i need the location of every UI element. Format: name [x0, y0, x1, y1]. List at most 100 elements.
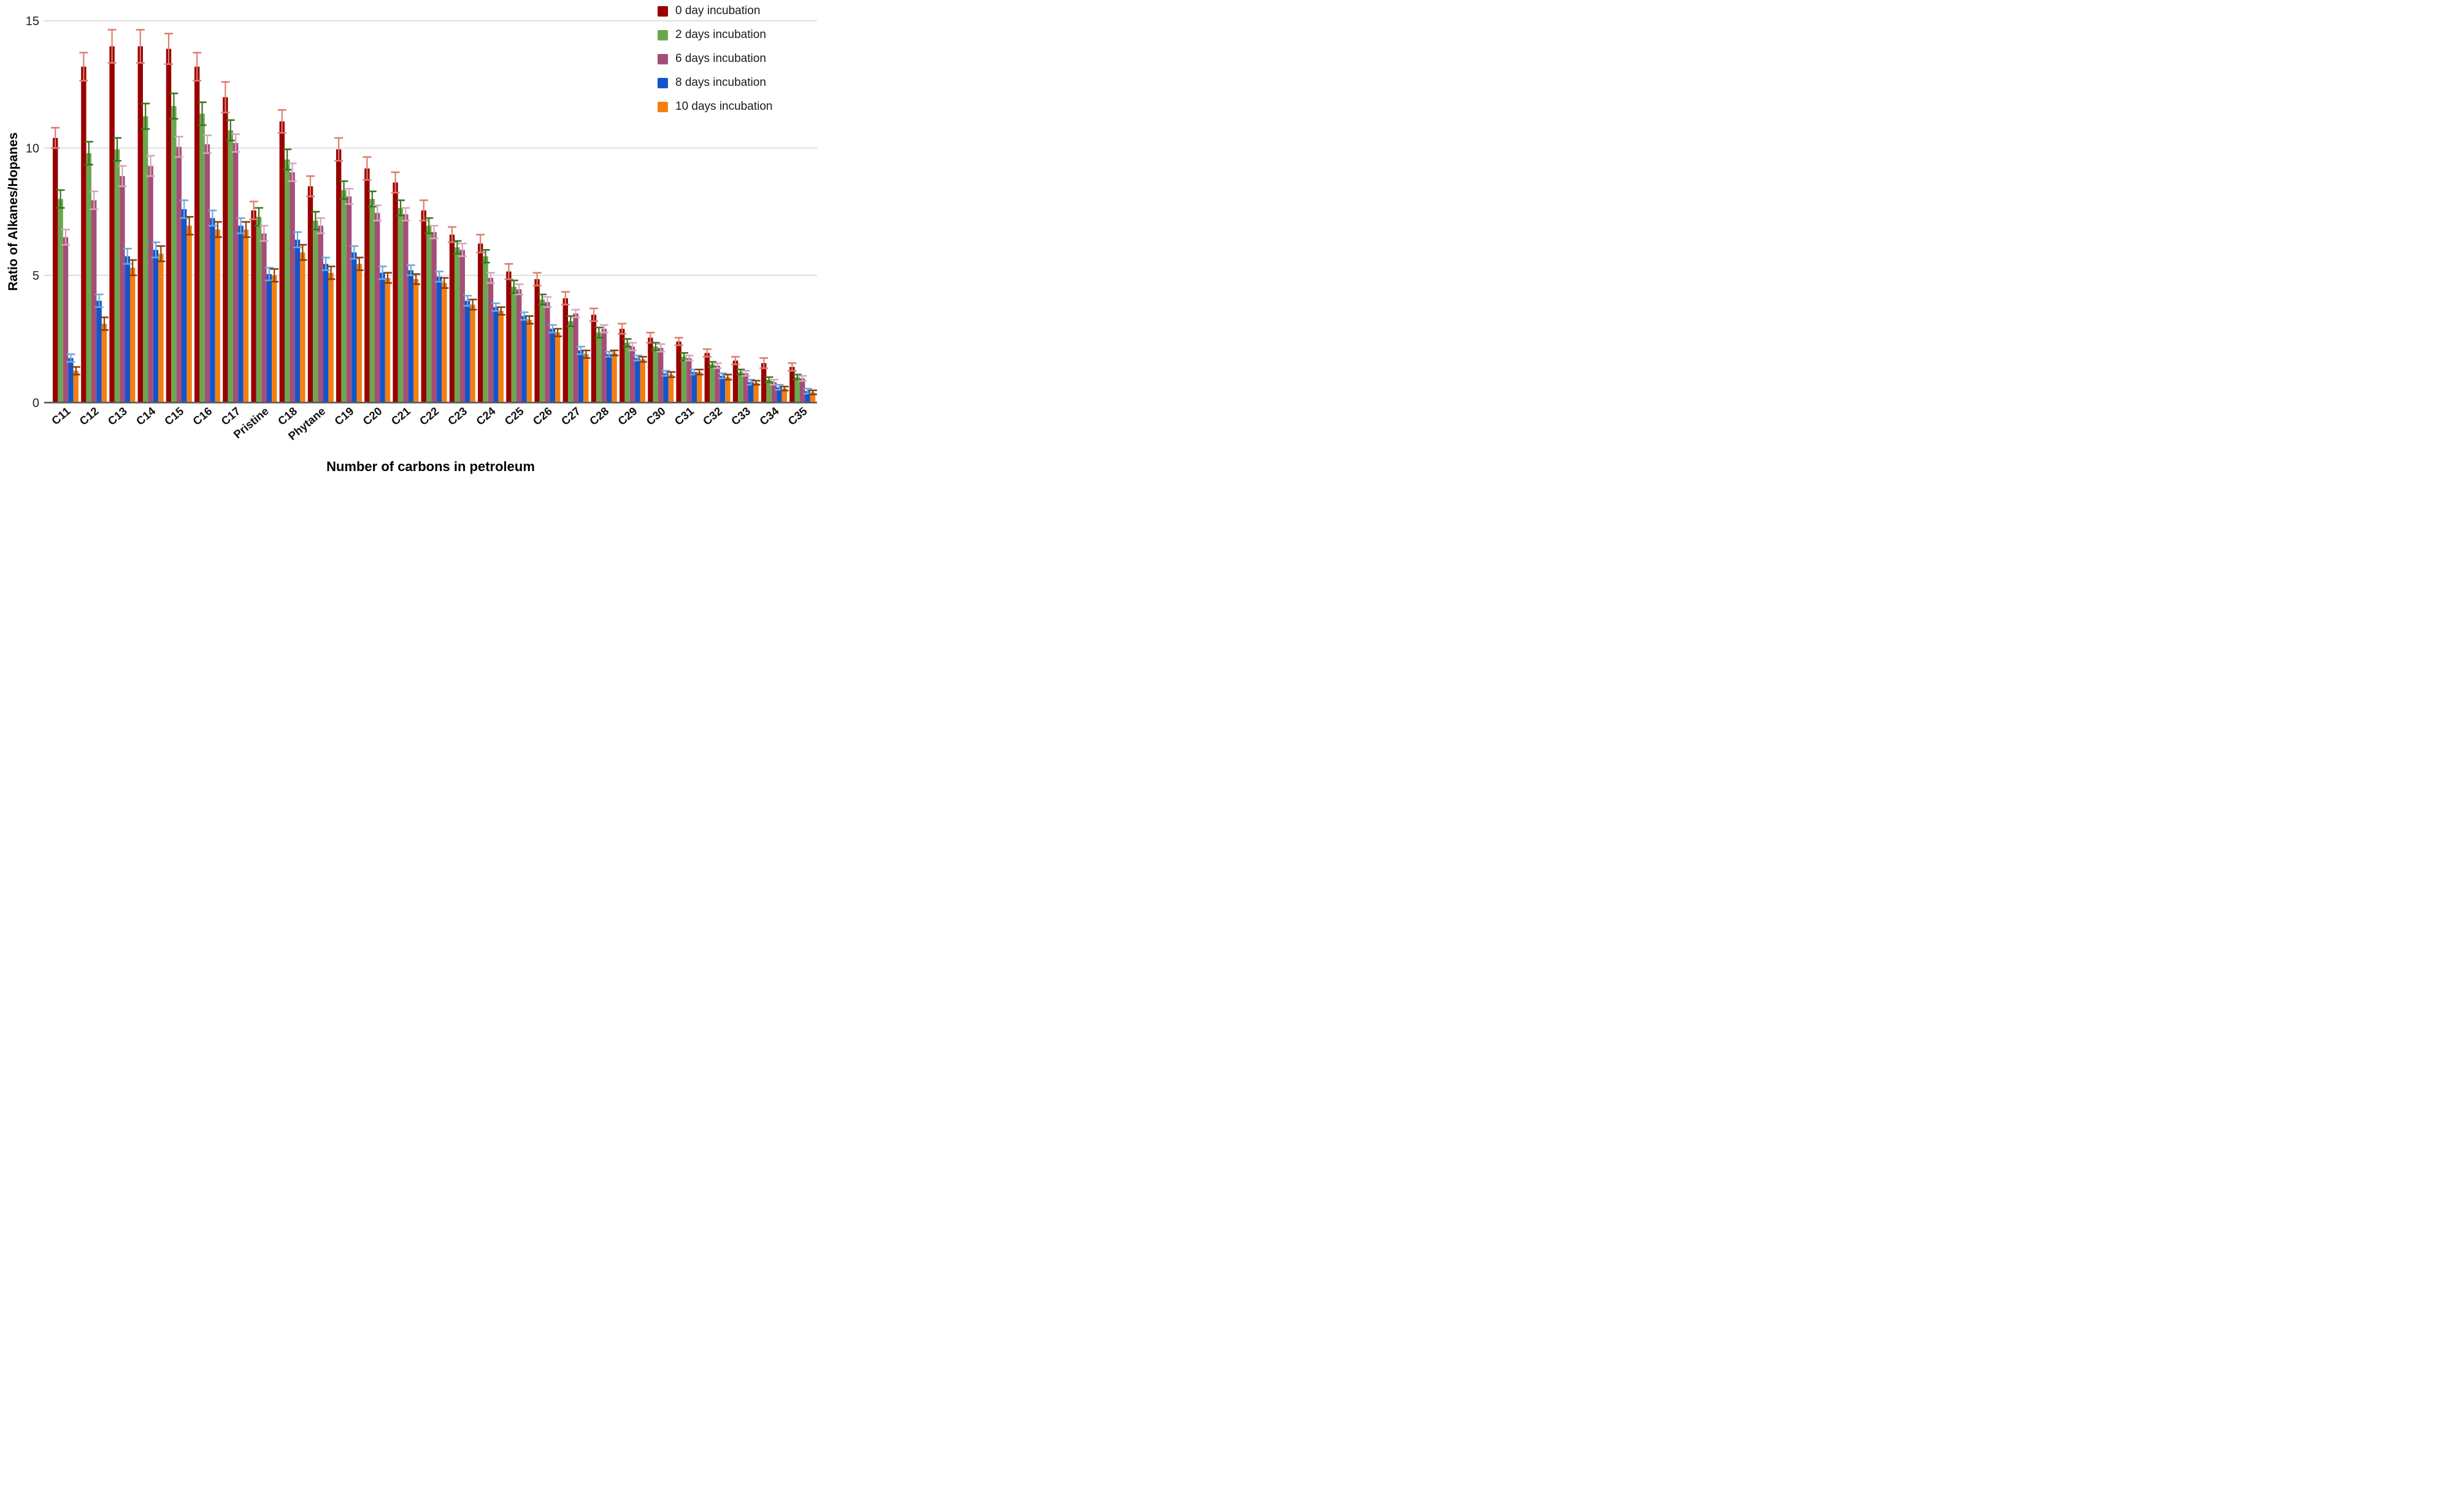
chart-figure: 0 5 10 15 C11 C12 C13 C14 C15 C16 C17 Pristine C18 Ph… [0, 0, 821, 495]
bar [143, 116, 148, 403]
bar [470, 304, 475, 403]
bar [194, 66, 200, 403]
bar [186, 225, 192, 403]
bar [511, 286, 516, 403]
x-tick-label: C31 [672, 404, 696, 428]
bar [199, 113, 205, 403]
legend-swatch [658, 29, 668, 40]
x-tick-label: C24 [474, 404, 498, 428]
bar [120, 176, 125, 403]
bar [629, 347, 635, 403]
bar [346, 196, 352, 403]
bar [285, 159, 290, 403]
bar [300, 252, 305, 403]
bar [555, 332, 561, 403]
legend-swatch [658, 101, 668, 112]
legend: 0 day incubation 2 days incubation 6 days … [658, 2, 772, 115]
bar [648, 337, 653, 403]
bar [635, 358, 640, 403]
bar [789, 367, 795, 403]
bar [583, 354, 589, 403]
bar [710, 364, 715, 403]
bar [215, 229, 220, 403]
bar [697, 372, 702, 403]
legend-item: 6 days incubation [658, 50, 772, 67]
bar [498, 310, 504, 403]
bar [442, 283, 447, 403]
bar [465, 301, 470, 403]
y-axis-title: Ratio of Alkanes/Hopanes [6, 132, 20, 291]
bar [753, 382, 759, 403]
x-tick-label: C30 [643, 404, 668, 428]
bar [369, 199, 375, 403]
bar [210, 218, 215, 403]
bar [681, 356, 687, 403]
bar [148, 166, 153, 403]
x-tick-label: C22 [417, 404, 442, 428]
x-tick-label: C33 [729, 404, 753, 428]
bar [761, 363, 767, 403]
bar [81, 66, 86, 403]
bar [364, 168, 370, 403]
bar [431, 232, 437, 403]
bar [158, 253, 164, 403]
bar [153, 250, 159, 403]
bar [653, 347, 658, 403]
bar [356, 264, 362, 403]
legend-swatch [658, 6, 668, 17]
legend-label: 0 day incubation [675, 4, 761, 17]
bar [550, 328, 555, 403]
y-tick-label: 10 [26, 142, 39, 155]
bar [63, 237, 69, 403]
bar [539, 299, 545, 403]
bar [182, 209, 187, 403]
bar [436, 276, 442, 403]
bar [137, 46, 143, 403]
bar [294, 239, 301, 403]
bar [91, 200, 97, 403]
x-tick-label: C26 [530, 404, 555, 428]
bar [101, 323, 107, 403]
bar [686, 358, 692, 403]
x-axis-title: Number of carbons in petroleum [326, 459, 535, 474]
bar [800, 378, 805, 403]
bar [266, 274, 272, 403]
bar [526, 320, 532, 403]
bar [521, 316, 527, 403]
bar [380, 272, 385, 403]
legend-item: 2 days incubation [658, 26, 772, 44]
bar [738, 372, 743, 403]
x-tick-label: C13 [105, 404, 129, 428]
bar [403, 214, 409, 403]
bar [375, 213, 380, 403]
y-tick-label: 15 [26, 15, 39, 28]
legend-item: 10 days incubation [658, 98, 772, 115]
bar [397, 207, 404, 403]
legend-swatch [658, 53, 668, 64]
bar [323, 264, 329, 403]
bar [413, 279, 419, 403]
bar [607, 354, 612, 403]
bar [732, 360, 739, 403]
bar [290, 172, 295, 403]
bar [114, 149, 120, 403]
bar [771, 382, 777, 403]
bar [676, 341, 681, 403]
bar [805, 391, 810, 403]
bar [251, 210, 256, 403]
bar [562, 298, 568, 403]
bar [596, 332, 602, 403]
bar [318, 225, 323, 403]
bar [261, 233, 267, 403]
bar [166, 48, 172, 403]
bar [272, 275, 277, 403]
bar [279, 121, 285, 403]
x-tick-label: C19 [332, 404, 356, 428]
bar [663, 373, 669, 403]
bar [96, 301, 102, 403]
bar [204, 144, 210, 403]
legend-label: 8 days incubation [675, 76, 766, 89]
x-tick-label: C14 [134, 404, 158, 428]
bar [53, 137, 58, 403]
